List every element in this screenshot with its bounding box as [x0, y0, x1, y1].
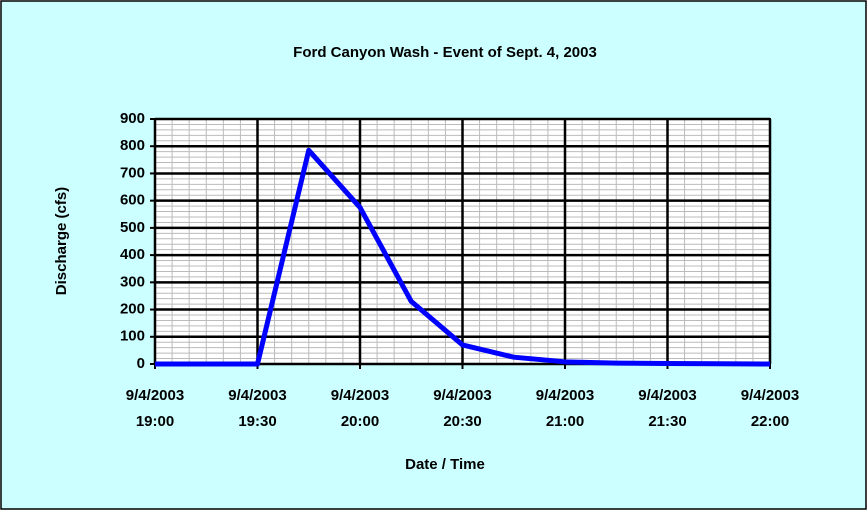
y-tick-label: 700: [120, 164, 145, 181]
plot-border: [154, 118, 771, 365]
y-tick-label: 300: [120, 273, 145, 290]
y-tick-label: 900: [120, 110, 145, 127]
x-tick-label: 9/4/2003 21:00: [535, 387, 595, 430]
y-tick-label: 100: [120, 328, 145, 345]
y-tick-label: 0: [137, 355, 145, 372]
chart-title: Ford Canyon Wash - Event of Sept. 4, 200…: [293, 44, 597, 61]
x-tick-label: 9/4/2003 20:00: [330, 387, 390, 430]
y-tick-label: 600: [120, 192, 145, 209]
y-tick-label: 200: [120, 301, 145, 318]
x-tick-label: 9/4/2003 20:30: [433, 387, 492, 430]
y-tick-label: 500: [120, 219, 145, 236]
x-tick-label: 9/4/2003 21:30: [638, 387, 697, 430]
y-tick-label: 800: [120, 137, 145, 154]
y-tick-label: 400: [120, 246, 145, 263]
x-tick-label: 9/4/2003 22:00: [740, 387, 800, 430]
x-tick-label: 9/4/2003 19:30: [228, 387, 287, 430]
x-tick-label: 9/4/2003 19:00: [125, 387, 185, 430]
x-axis-label: Date / Time: [405, 456, 485, 473]
y-axis-label: Discharge (cfs): [53, 187, 70, 295]
data-line: [155, 147, 771, 367]
